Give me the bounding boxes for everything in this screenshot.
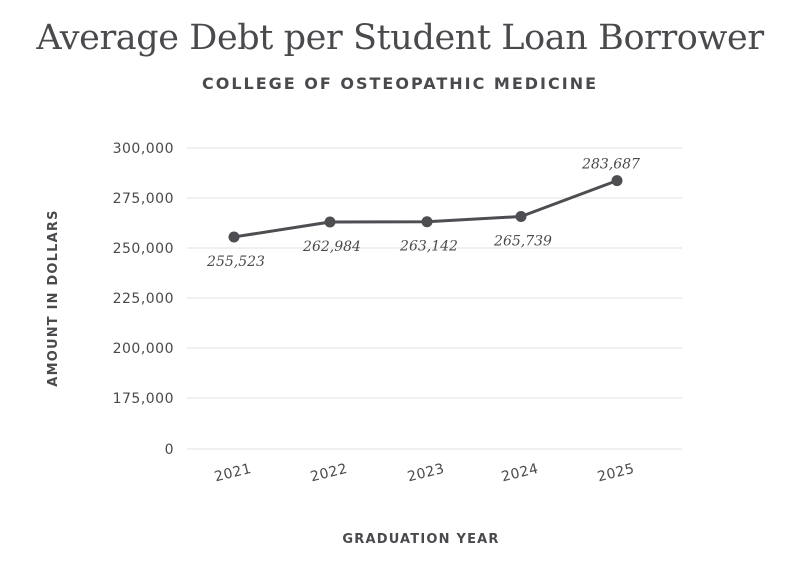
data-label: 263,142 [399, 239, 458, 255]
chart-title: Average Debt per Student Loan Borrower [36, 18, 764, 58]
y-tick-label: 275,000 [113, 191, 174, 207]
x-tick-label: 2024 [500, 461, 540, 486]
x-tick-label: 2025 [596, 461, 636, 486]
x-tick-label: 2023 [406, 461, 446, 486]
data-point [228, 231, 240, 243]
y-tick-label: 0 [165, 442, 174, 458]
y-tick-label: 225,000 [113, 291, 174, 307]
chart-subtitle: COLLEGE OF OSTEOPATHIC MEDICINE [201, 74, 599, 93]
y-tick-label: 200,000 [113, 341, 174, 357]
y-axis-label: AMOUNT IN DOLLARS [46, 209, 61, 386]
y-axis-ticks: 300,000 275,000 250,000 225,000 200,000 175,0… [113, 141, 174, 458]
y-tick-label: 300,000 [113, 141, 174, 157]
y-tick-label: 175,000 [113, 391, 174, 407]
data-labels: 255,523 262,984 263,142 265,739 283,687 [206, 157, 640, 270]
data-point [324, 216, 336, 228]
x-axis-ticks: 2021 2022 2023 2024 2025 [213, 461, 636, 486]
data-label: 255,523 [206, 254, 265, 270]
data-label: 262,984 [302, 239, 361, 255]
x-tick-label: 2022 [309, 461, 349, 486]
data-point [421, 216, 433, 228]
x-tick-label: 2021 [213, 461, 253, 486]
data-label: 283,687 [581, 157, 640, 173]
data-points [228, 175, 623, 243]
series-line [233, 179, 618, 239]
y-tick-label: 250,000 [113, 241, 174, 257]
data-point [515, 211, 527, 223]
gridlines [187, 147, 682, 450]
data-point [611, 175, 623, 187]
x-axis-label: GRADUATION YEAR [342, 532, 499, 547]
data-label: 265,739 [493, 234, 552, 250]
